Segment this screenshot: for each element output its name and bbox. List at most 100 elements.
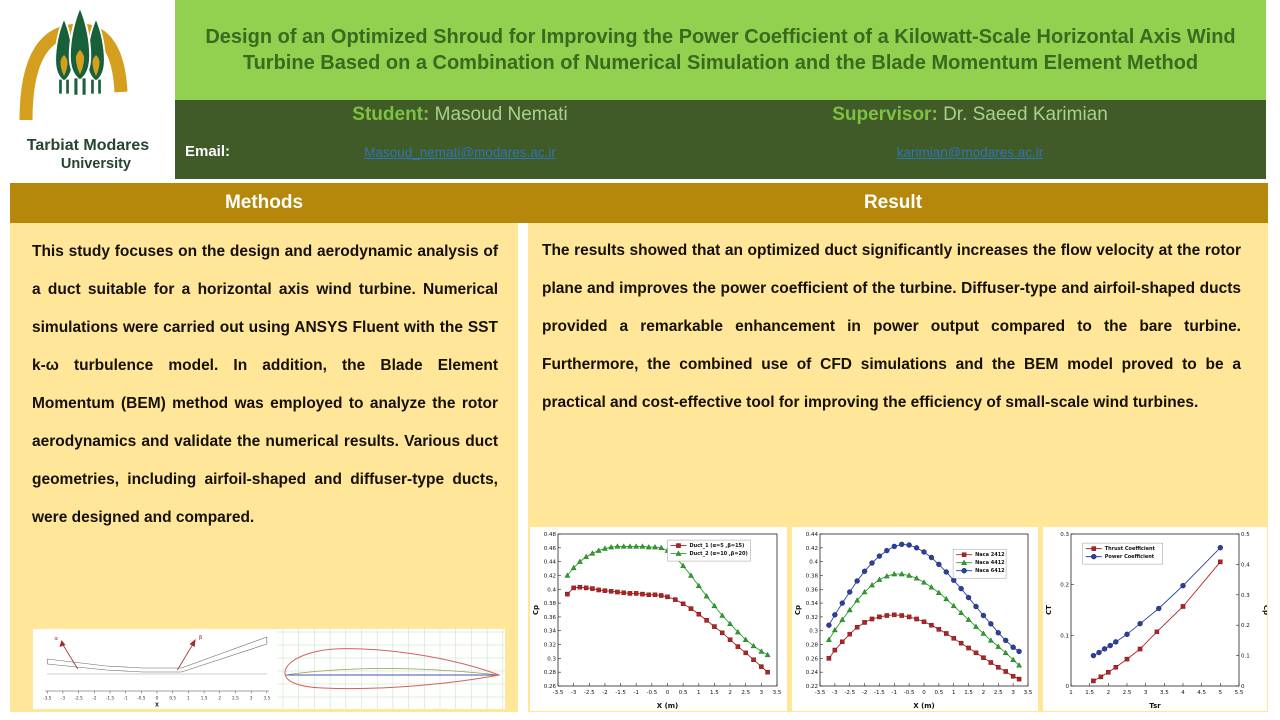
- svg-text:-2.5: -2.5: [584, 690, 595, 696]
- supervisor-line: Supervisor: Dr. Saeed Karimian: [760, 104, 1180, 126]
- svg-text:Thrust Coefficient: Thrust Coefficient: [1105, 546, 1156, 552]
- poster-title: Design of an Optimized Shroud for Improv…: [175, 0, 1266, 100]
- svg-text:5: 5: [1219, 690, 1223, 696]
- svg-text:0.34: 0.34: [544, 629, 557, 635]
- svg-text:1: 1: [187, 696, 190, 701]
- svg-text:-2.5: -2.5: [844, 690, 855, 696]
- result-body: The results showed that an optimized duc…: [542, 242, 1241, 411]
- svg-text:-3.5: -3.5: [553, 690, 564, 696]
- svg-text:-3.5: -3.5: [43, 696, 52, 701]
- svg-text:-1: -1: [892, 690, 897, 696]
- student-label: Student:: [352, 104, 430, 125]
- svg-text:0.42: 0.42: [806, 546, 818, 552]
- svg-text:0.3: 0.3: [1241, 593, 1250, 599]
- student-name: Masoud Nemati: [434, 104, 568, 125]
- methods-heading: Methods: [224, 192, 304, 213]
- svg-text:0.48: 0.48: [544, 532, 557, 538]
- svg-text:-3: -3: [832, 690, 838, 696]
- svg-text:3: 3: [760, 690, 764, 696]
- svg-text:-1.5: -1.5: [874, 690, 885, 696]
- svg-text:2.5: 2.5: [994, 690, 1003, 696]
- svg-text:0.42: 0.42: [544, 573, 556, 579]
- svg-text:1: 1: [697, 690, 701, 696]
- result-panel: The results showed that an optimized duc…: [528, 223, 1270, 712]
- svg-text:0.44: 0.44: [544, 560, 557, 566]
- svg-text:X (m): X (m): [657, 702, 679, 710]
- supervisor-email-link[interactable]: karimian@modares.ac.ir: [896, 145, 1044, 160]
- svg-text:1: 1: [1069, 690, 1073, 696]
- svg-text:1: 1: [952, 690, 956, 696]
- svg-text:0.32: 0.32: [544, 643, 556, 649]
- svg-text:-0.5: -0.5: [904, 690, 915, 696]
- svg-text:2.5: 2.5: [232, 696, 239, 701]
- svg-text:0.2: 0.2: [1060, 583, 1069, 589]
- result-heading: Result: [863, 192, 923, 213]
- svg-text:0.5: 0.5: [169, 696, 176, 701]
- svg-text:0.5: 0.5: [934, 690, 943, 696]
- svg-text:β: β: [199, 635, 203, 641]
- svg-text:0.32: 0.32: [806, 615, 818, 621]
- svg-text:0.1: 0.1: [1060, 633, 1069, 639]
- svg-text:-2.5: -2.5: [74, 696, 83, 701]
- svg-text:Naca 4412: Naca 4412: [975, 560, 1005, 566]
- svg-text:0.36: 0.36: [544, 615, 557, 621]
- svg-text:Naca 2412: Naca 2412: [975, 552, 1005, 558]
- student-line: Student: Masoud Nemati: [260, 104, 660, 126]
- svg-text:0.22: 0.22: [806, 684, 818, 690]
- svg-text:0: 0: [1066, 684, 1070, 690]
- email-label: Email:: [185, 143, 231, 160]
- svg-text:3: 3: [250, 696, 253, 701]
- svg-text:0.5: 0.5: [1241, 532, 1250, 538]
- student-email-link[interactable]: Masoud_nemati@modares.ac.ir: [364, 145, 556, 160]
- section-header-bar: Methods Result: [10, 183, 1268, 223]
- svg-text:Cp: Cp: [794, 605, 802, 615]
- svg-text:-0.5: -0.5: [137, 696, 146, 701]
- svg-text:0.2: 0.2: [1241, 623, 1250, 629]
- svg-text:0.38: 0.38: [806, 573, 819, 579]
- logo-org-subname: University: [61, 156, 131, 172]
- svg-text:3.5: 3.5: [1024, 690, 1033, 696]
- svg-text:2.5: 2.5: [741, 690, 750, 696]
- svg-text:2.5: 2.5: [1123, 690, 1132, 696]
- supervisor-name: Dr. Saeed Karimian: [943, 104, 1108, 125]
- svg-text:-2: -2: [92, 696, 97, 701]
- svg-text:1.5: 1.5: [1085, 690, 1094, 696]
- duct-cp-chart: -3.5 -3 -2.5 -2 -1.5 -1 -0.5 0 0.5 1 1.5 2 2.5 3 3.5 0.…: [530, 527, 787, 711]
- svg-text:2: 2: [218, 696, 221, 701]
- svg-text:0.28: 0.28: [544, 670, 557, 676]
- svg-text:-1: -1: [633, 690, 638, 696]
- svg-text:0.4: 0.4: [547, 587, 556, 593]
- svg-text:1.5: 1.5: [710, 690, 719, 696]
- svg-text:X: X: [155, 703, 159, 709]
- svg-text:0.4: 0.4: [809, 560, 818, 566]
- university-logo: Tarbiat Modares University: [0, 0, 175, 179]
- svg-text:3: 3: [1144, 690, 1148, 696]
- svg-text:5.5: 5.5: [1235, 690, 1244, 696]
- airfoil-figure: [277, 629, 505, 709]
- svg-text:2: 2: [728, 690, 732, 696]
- svg-text:0.3: 0.3: [1060, 532, 1069, 538]
- svg-text:-3: -3: [571, 690, 577, 696]
- svg-text:Power Coefficient: Power Coefficient: [1105, 554, 1155, 560]
- svg-text:-1.5: -1.5: [615, 690, 626, 696]
- svg-text:-3: -3: [61, 696, 66, 701]
- svg-text:4: 4: [1181, 690, 1185, 696]
- svg-text:0.36: 0.36: [806, 587, 819, 593]
- svg-text:Cp: Cp: [1262, 605, 1267, 615]
- svg-text:0.3: 0.3: [809, 629, 818, 635]
- svg-text:X (m): X (m): [913, 702, 935, 710]
- svg-text:3: 3: [1011, 690, 1015, 696]
- svg-text:2: 2: [982, 690, 986, 696]
- svg-text:0.46: 0.46: [544, 546, 557, 552]
- svg-text:1.5: 1.5: [964, 690, 973, 696]
- tmu-logo-icon: Tarbiat Modares University: [19, 5, 149, 172]
- people-band: [175, 100, 1266, 179]
- svg-text:0.3: 0.3: [547, 656, 556, 662]
- svg-text:-0.5: -0.5: [646, 690, 657, 696]
- methods-body: This study focuses on the design and aer…: [32, 243, 498, 526]
- svg-text:3.5: 3.5: [263, 696, 270, 701]
- svg-text:0.1: 0.1: [1241, 654, 1250, 660]
- svg-text:-1.5: -1.5: [106, 696, 115, 701]
- svg-text:0.26: 0.26: [806, 656, 819, 662]
